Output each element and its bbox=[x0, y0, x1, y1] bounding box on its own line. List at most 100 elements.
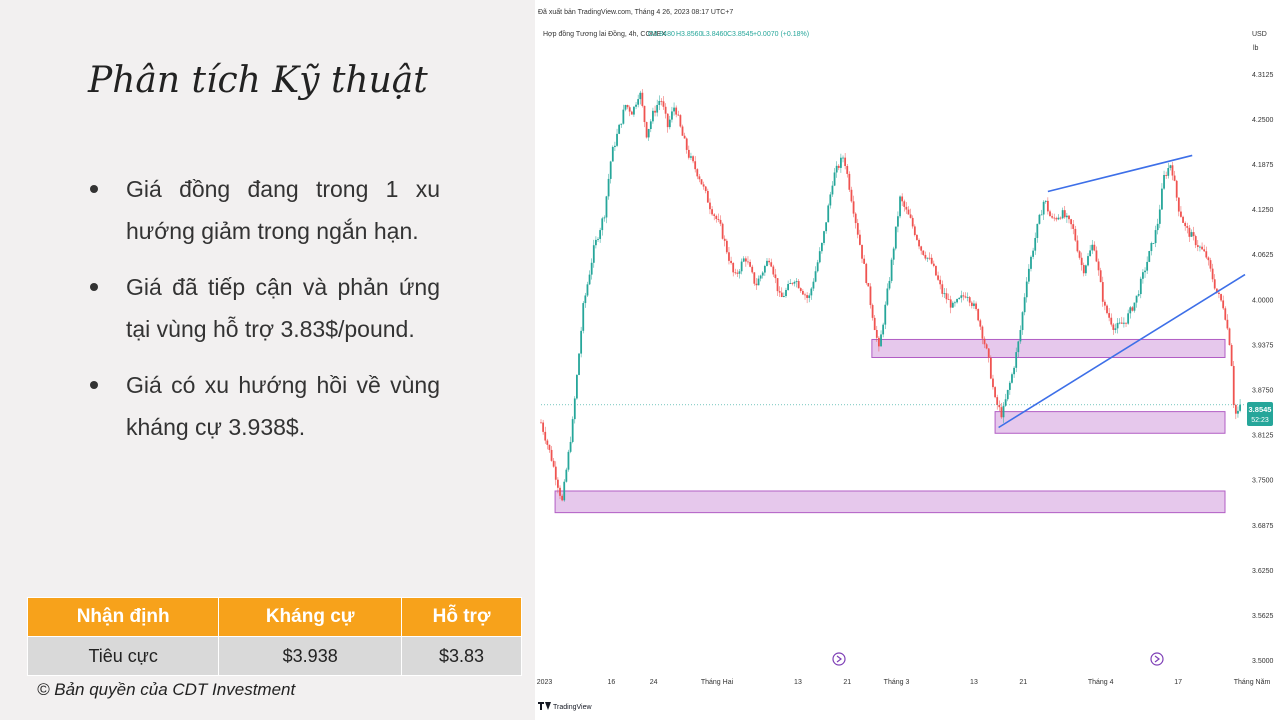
x-tick-label: 21 bbox=[1019, 679, 1027, 686]
candle-body bbox=[975, 303, 977, 310]
candle-body bbox=[675, 107, 678, 115]
candle-body bbox=[1182, 216, 1184, 223]
candle-body bbox=[1032, 250, 1034, 257]
header-assessment: Nhận định bbox=[26, 597, 220, 637]
candle-body bbox=[816, 262, 819, 272]
play-icon[interactable] bbox=[1150, 652, 1164, 666]
candle-body bbox=[1002, 405, 1005, 418]
legend-low: L3.8460 bbox=[702, 31, 727, 38]
candle-body bbox=[818, 251, 821, 263]
candle-body bbox=[954, 302, 956, 304]
candle-body bbox=[1051, 216, 1054, 218]
candle-body bbox=[755, 283, 758, 286]
price-chart[interactable]: Đã xuất bản TradingView.com, Tháng 4 26,… bbox=[535, 0, 1280, 720]
candle-body bbox=[922, 250, 925, 255]
candle-body bbox=[888, 280, 891, 289]
candle-body bbox=[1004, 399, 1007, 406]
candle-body bbox=[1123, 322, 1125, 324]
candle-body bbox=[1038, 214, 1041, 224]
candle-body bbox=[1188, 227, 1191, 237]
candle-body bbox=[863, 258, 866, 264]
chevron-right-icon bbox=[1154, 655, 1160, 663]
candle-body bbox=[958, 297, 961, 300]
candle-body bbox=[747, 261, 749, 263]
play-icon[interactable] bbox=[832, 652, 846, 666]
candle-body bbox=[1046, 200, 1049, 212]
candle-body bbox=[1095, 250, 1098, 262]
event-marker-2[interactable] bbox=[1150, 652, 1164, 666]
candle-body bbox=[611, 146, 614, 162]
candle-body bbox=[930, 257, 933, 264]
candle-body bbox=[704, 186, 707, 191]
candle-body bbox=[937, 275, 939, 280]
candle-body bbox=[681, 126, 684, 136]
candle-body bbox=[983, 338, 986, 345]
candle-body bbox=[924, 254, 927, 259]
candle-body bbox=[1040, 214, 1043, 216]
candle-body bbox=[1006, 389, 1009, 400]
candle-body bbox=[620, 123, 623, 125]
candle-body bbox=[694, 161, 697, 170]
candle-body bbox=[977, 309, 980, 321]
candle-body bbox=[1135, 295, 1138, 303]
candle-body bbox=[941, 284, 944, 294]
candle-body bbox=[947, 299, 950, 301]
candle-body bbox=[875, 329, 878, 338]
candle-body bbox=[926, 257, 929, 259]
trendlines-layer bbox=[998, 154, 1246, 429]
candle-body bbox=[848, 173, 851, 190]
legend-close: C3.8545 bbox=[727, 31, 754, 38]
candle-body bbox=[793, 281, 796, 284]
candle-body bbox=[1021, 312, 1024, 331]
candle-body bbox=[573, 398, 576, 420]
candle-body bbox=[1161, 188, 1163, 210]
candle-body bbox=[918, 239, 920, 247]
candle-body bbox=[1011, 374, 1013, 383]
legend-symbol: Hợp đồng Tương lai Đồng, 4h, COMEX bbox=[543, 29, 666, 38]
zone-3 bbox=[554, 490, 1226, 514]
candle-body bbox=[1215, 288, 1218, 293]
candle-body bbox=[624, 104, 627, 110]
chart-panel: Đã xuất bản TradingView.com, Tháng 4 26,… bbox=[535, 0, 1280, 720]
bullet-downtrend: Giá đồng đang trong 1 xu hướng giảm tron… bbox=[88, 168, 440, 252]
candle-body bbox=[609, 161, 612, 179]
candle-body bbox=[1230, 345, 1233, 366]
candle-body bbox=[641, 92, 644, 106]
candle-body bbox=[878, 337, 880, 347]
candle-body bbox=[588, 274, 591, 285]
candle-body bbox=[1097, 261, 1100, 271]
candle-body bbox=[1015, 352, 1018, 368]
candle-body bbox=[1190, 232, 1193, 237]
candle-body bbox=[808, 295, 811, 298]
candle-body bbox=[599, 230, 602, 239]
candle-body bbox=[1199, 246, 1201, 248]
candle-body bbox=[630, 111, 633, 115]
candle-body bbox=[882, 324, 885, 335]
candle-body bbox=[1055, 218, 1058, 220]
candle-body bbox=[626, 104, 629, 108]
candle-body bbox=[785, 289, 787, 297]
candle-body bbox=[795, 281, 798, 282]
candle-body bbox=[1070, 219, 1073, 225]
candle-body bbox=[1044, 200, 1047, 202]
candle-body bbox=[639, 92, 642, 100]
candle-body bbox=[945, 293, 948, 300]
tradingview-logo: TradingView bbox=[538, 702, 592, 711]
candle-body bbox=[770, 262, 773, 267]
candle-body bbox=[1148, 251, 1151, 262]
candle-body bbox=[1025, 281, 1028, 298]
x-tick-label: Tháng Năm bbox=[1234, 679, 1271, 686]
candle-body bbox=[1065, 215, 1068, 218]
candle-body bbox=[880, 334, 882, 347]
candle-body bbox=[1177, 197, 1180, 212]
candle-body bbox=[548, 444, 551, 450]
event-marker-1[interactable] bbox=[832, 652, 846, 666]
candle-body bbox=[673, 107, 675, 112]
candle-body bbox=[1087, 256, 1089, 266]
candle-body bbox=[1106, 305, 1108, 314]
candle-body bbox=[1196, 245, 1199, 247]
candle-body bbox=[1203, 249, 1206, 252]
candle-body bbox=[565, 469, 568, 482]
candle-body bbox=[561, 495, 564, 501]
candle-body bbox=[559, 487, 561, 496]
